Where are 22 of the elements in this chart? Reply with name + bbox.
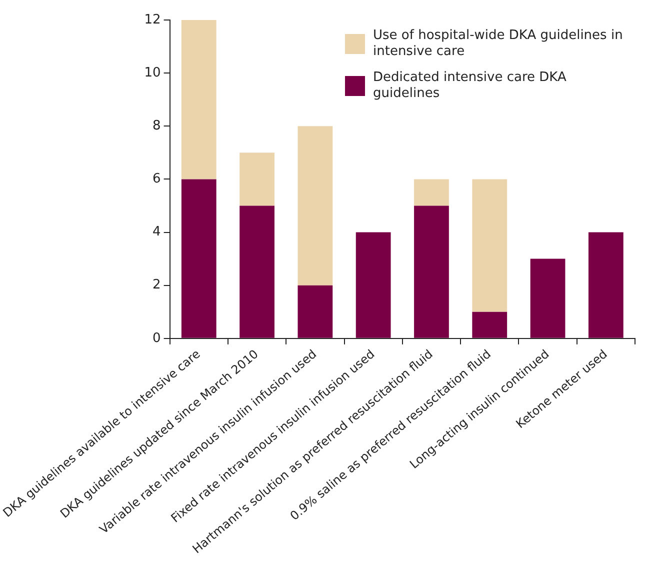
- bar: [414, 206, 449, 338]
- y-tick-label: 0: [152, 330, 161, 346]
- bar: [472, 312, 508, 338]
- legend-label: Use of hospital-wide DKA guidelines in intensive care: [373, 28, 624, 60]
- y-tick-label: 6: [152, 172, 161, 187]
- y-tick-label: 2: [152, 278, 161, 293]
- bar: [530, 258, 566, 338]
- y-tick-label: 8: [152, 118, 161, 134]
- bar: [356, 232, 391, 338]
- bar: [588, 232, 624, 338]
- bar: [472, 179, 508, 312]
- bar: [240, 206, 274, 338]
- bar: [298, 285, 333, 338]
- y-tick-label: 4: [152, 224, 161, 240]
- bar: [181, 179, 216, 338]
- bar: [181, 20, 216, 180]
- bar: [414, 179, 449, 206]
- legend-label: Dedicated intensive care DKA guidelines: [373, 70, 568, 102]
- y-tick-label: 10: [144, 65, 161, 80]
- y-tick-label: 12: [144, 12, 161, 28]
- bar: [240, 152, 274, 206]
- bar: [298, 126, 333, 286]
